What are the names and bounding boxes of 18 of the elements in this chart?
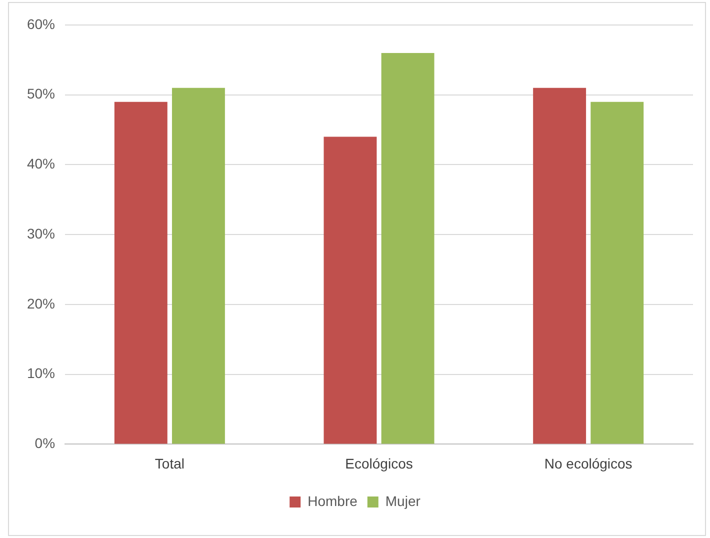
x-tick-label: Total (154, 455, 184, 472)
y-tick-label: 60% (26, 16, 56, 32)
bar (381, 52, 434, 444)
bar (324, 136, 377, 444)
y-tick-label: 0% (34, 435, 56, 452)
bar (114, 102, 168, 444)
bar (533, 88, 586, 444)
y-tick-label: 10% (26, 365, 56, 382)
y-tick-label: 40% (26, 156, 56, 172)
x-tick-label: Ecológicos (345, 455, 413, 472)
x-tick-label: No ecológicos (544, 455, 632, 472)
y-tick-label: 50% (26, 86, 56, 102)
bar (172, 88, 225, 444)
y-tick-label: 20% (26, 295, 56, 312)
bar (590, 102, 644, 444)
legend-label: Mujer (385, 492, 421, 509)
legend-label: Hombre (308, 492, 358, 509)
y-tick-label: 30% (26, 225, 56, 242)
